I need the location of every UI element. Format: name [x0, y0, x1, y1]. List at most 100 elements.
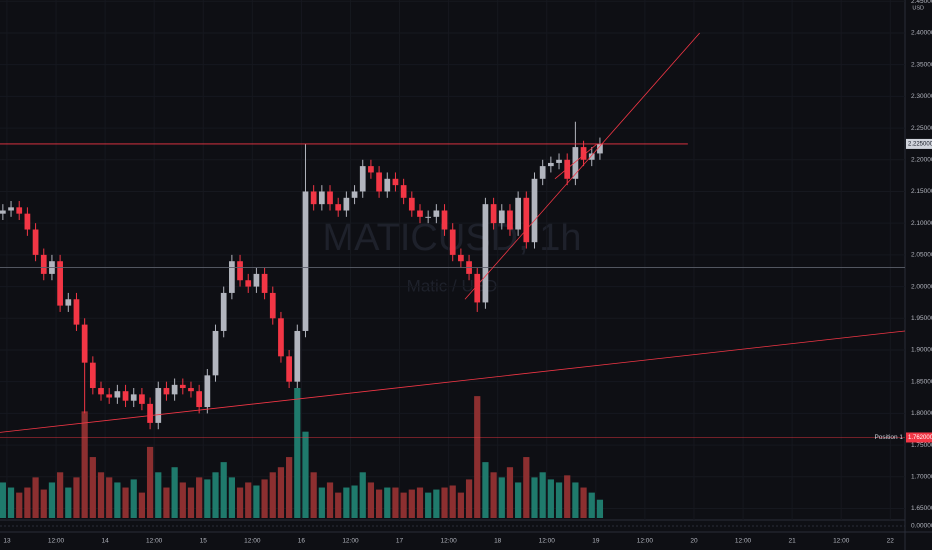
- candle-body: [278, 318, 284, 357]
- y-tick-label: 2.100000: [911, 220, 932, 227]
- x-tick-label: 14: [101, 538, 109, 545]
- candle-body: [237, 261, 243, 281]
- candle-body: [523, 197, 530, 243]
- y-tick-label: 2.150000: [911, 188, 932, 195]
- volume-bar: [572, 482, 579, 518]
- y-tick-label: 2.300000: [911, 93, 932, 100]
- candle-body: [351, 191, 358, 198]
- x-tick-label: 12:00: [735, 538, 752, 545]
- volume-bar: [97, 472, 105, 518]
- x-tick-label: 12:00: [48, 538, 65, 545]
- candle-body: [40, 254, 47, 274]
- volume-bar: [114, 482, 121, 518]
- volume-bar: [506, 467, 514, 518]
- candle-body: [498, 210, 505, 224]
- volume-bar: [65, 487, 72, 518]
- candle-body: [229, 261, 235, 293]
- candle-body: [335, 204, 342, 211]
- position-label: Position 1: [874, 434, 903, 441]
- candle-body: [81, 324, 88, 363]
- volume-bar: [375, 489, 383, 518]
- volume-bar: [228, 477, 235, 518]
- volume-bar: [122, 487, 129, 518]
- volume-bar: [187, 487, 195, 518]
- candle-body: [441, 210, 448, 230]
- candle-body: [572, 147, 579, 179]
- candle-body: [286, 356, 292, 382]
- last-price-label: 2.225000: [908, 142, 932, 148]
- candle-body: [597, 143, 603, 154]
- x-tick-label: 12:00: [440, 538, 457, 545]
- candle-body: [0, 210, 6, 214]
- x-tick-label: 18: [494, 538, 502, 545]
- volume-bar: [277, 467, 285, 518]
- volume-bar: [16, 492, 23, 518]
- candle-body: [188, 388, 194, 392]
- candle-body: [261, 273, 268, 293]
- drawing-line: [464, 32, 701, 300]
- y-tick-label: 1.800000: [911, 410, 932, 417]
- volume-bar: [564, 475, 571, 518]
- x-tick-label: 15: [200, 538, 208, 545]
- candle-body: [408, 197, 415, 211]
- candle-body: [359, 166, 366, 192]
- volume-bar: [212, 472, 219, 518]
- volume-bar: [539, 472, 546, 518]
- candle-body: [147, 403, 153, 423]
- candle-body: [73, 299, 80, 325]
- candle-body: [425, 216, 432, 218]
- volume-bar: [48, 482, 56, 518]
- volume-bar: [457, 492, 464, 518]
- volume-bar: [32, 477, 39, 518]
- y-tick-label: 1.700000: [911, 474, 932, 481]
- candle-body: [588, 153, 595, 160]
- candle-body: [318, 191, 325, 205]
- volume-bar: [359, 472, 366, 518]
- volume-bar: [335, 492, 342, 518]
- indicator-tick-label: 0.000000: [911, 523, 932, 530]
- candle-body: [449, 229, 456, 255]
- volume-bar: [482, 462, 489, 518]
- volume-bar: [286, 457, 293, 518]
- x-tick-label: 12:00: [539, 538, 556, 545]
- y-tick-label: 1.900000: [911, 347, 932, 354]
- volume-bar: [498, 477, 505, 518]
- candle-body: [294, 330, 301, 382]
- x-tick-label: 12:00: [833, 538, 850, 545]
- candle-body: [343, 197, 350, 211]
- candle-body: [65, 299, 72, 306]
- candle-body: [458, 254, 464, 262]
- candle-body: [327, 191, 333, 205]
- candle-body: [89, 362, 96, 389]
- candle-body: [106, 394, 113, 398]
- candle-body: [220, 292, 227, 331]
- candle-body: [98, 388, 104, 395]
- volume-bar: [138, 492, 146, 518]
- volume-bar: [302, 431, 309, 518]
- volume-bar: [515, 482, 522, 518]
- candle-body: [547, 162, 554, 167]
- position-price-label: 1.762000: [908, 435, 932, 441]
- y-tick-label: 1.750000: [911, 442, 932, 449]
- y-tick-label: 1.650000: [911, 505, 932, 512]
- candle-body: [490, 204, 497, 224]
- volume-bar: [7, 487, 15, 518]
- x-tick-label: 16: [298, 538, 306, 545]
- candle-body: [196, 391, 203, 408]
- y-tick-label: 2.000000: [911, 283, 932, 290]
- candle-body: [515, 197, 521, 230]
- volume-bar: [245, 482, 252, 518]
- candle-body: [269, 292, 276, 319]
- candle-body: [24, 213, 31, 230]
- candle-body: [400, 185, 407, 198]
- candle-body: [155, 388, 162, 423]
- volume-bar: [425, 492, 432, 518]
- candle-body: [580, 147, 587, 160]
- candle-body: [122, 391, 129, 401]
- candle-body: [8, 207, 14, 211]
- last-price-box: [906, 138, 932, 149]
- candle-body: [531, 178, 538, 243]
- candle-body: [179, 384, 186, 389]
